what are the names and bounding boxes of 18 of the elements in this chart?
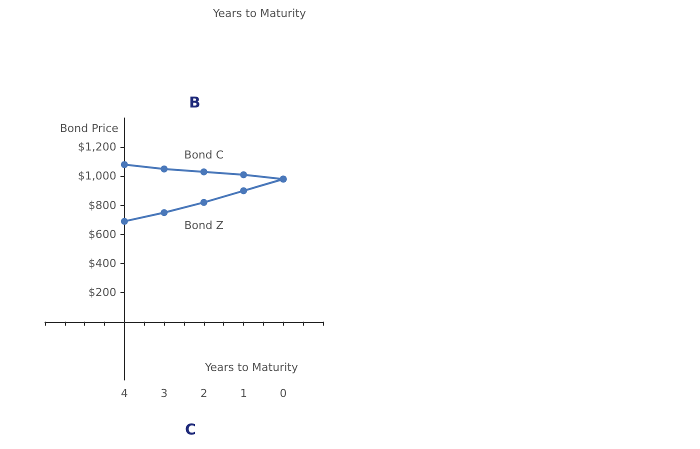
text: C bbox=[185, 420, 196, 438]
x-axis-title: Years to Maturity bbox=[204, 360, 298, 374]
series-label: Bond C bbox=[184, 148, 224, 162]
y-tick-label: $400 bbox=[88, 257, 116, 270]
x-tick-label: 1 bbox=[240, 387, 248, 400]
y-tick-label: $600 bbox=[88, 228, 116, 241]
y-tick-label: $1,000 bbox=[78, 170, 116, 183]
y-tick-label: $1,200 bbox=[78, 140, 116, 154]
x-tick-label: 4 bbox=[120, 387, 128, 400]
chart-title: B bbox=[189, 94, 200, 112]
series-label: Bond Z bbox=[184, 218, 224, 232]
y-tick-label: $800 bbox=[88, 198, 116, 212]
x-tick-label: 3 bbox=[160, 387, 168, 400]
text: Years to Maturity bbox=[212, 7, 306, 20]
y-axis-title: Bond Price bbox=[60, 122, 119, 135]
x-tick-label: 0 bbox=[280, 387, 287, 400]
x-tick-label: 2 bbox=[200, 387, 208, 400]
y-tick-label: $200 bbox=[88, 286, 116, 300]
